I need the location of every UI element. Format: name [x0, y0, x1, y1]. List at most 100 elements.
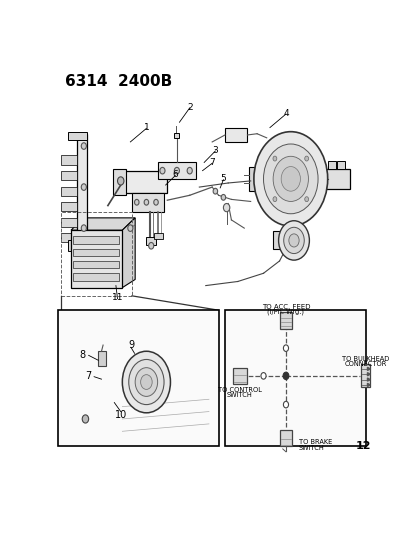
Bar: [122, 171, 167, 193]
Circle shape: [81, 225, 86, 231]
Circle shape: [272, 197, 276, 201]
Circle shape: [283, 401, 288, 408]
Bar: [280, 312, 291, 329]
Circle shape: [153, 199, 158, 205]
Circle shape: [263, 144, 317, 214]
Text: 2: 2: [186, 102, 192, 111]
Text: 1: 1: [143, 123, 149, 132]
Text: 9: 9: [128, 340, 134, 350]
Circle shape: [304, 197, 308, 201]
Circle shape: [278, 221, 309, 260]
Text: 5: 5: [220, 174, 226, 183]
Circle shape: [148, 243, 153, 249]
Text: TO BRAKE: TO BRAKE: [298, 439, 331, 446]
Bar: [77, 134, 87, 248]
Text: 8: 8: [79, 350, 85, 360]
Circle shape: [128, 225, 133, 231]
Bar: [157, 163, 196, 179]
Bar: [280, 430, 291, 447]
Circle shape: [187, 167, 192, 174]
Text: TO ACC. FEED: TO ACC. FEED: [261, 304, 309, 310]
Text: 6314  2400B: 6314 2400B: [64, 74, 171, 89]
Bar: [72, 273, 119, 281]
Bar: [233, 368, 246, 384]
Text: 6: 6: [172, 170, 178, 179]
Text: TO CONTROL: TO CONTROL: [217, 387, 261, 393]
Bar: [273, 231, 284, 248]
Bar: [146, 237, 156, 245]
Text: 7: 7: [85, 371, 92, 381]
Bar: [61, 171, 77, 180]
Circle shape: [81, 184, 86, 190]
Polygon shape: [367, 373, 369, 376]
Circle shape: [81, 143, 86, 149]
Circle shape: [140, 375, 152, 390]
Bar: [61, 212, 132, 296]
Text: SWITCH: SWITCH: [226, 392, 252, 398]
Circle shape: [223, 204, 229, 212]
Bar: [72, 261, 119, 268]
Text: 4: 4: [282, 109, 288, 118]
Bar: [72, 236, 119, 244]
Polygon shape: [71, 218, 135, 230]
Text: 3: 3: [212, 146, 218, 155]
Text: 7: 7: [209, 158, 214, 167]
Circle shape: [128, 359, 164, 405]
Circle shape: [273, 156, 308, 201]
Circle shape: [144, 199, 148, 205]
Polygon shape: [119, 392, 212, 438]
Circle shape: [135, 368, 157, 397]
Circle shape: [82, 415, 88, 423]
Circle shape: [283, 345, 288, 351]
Polygon shape: [367, 383, 369, 386]
Text: SWITCH: SWITCH: [298, 445, 324, 451]
Bar: [61, 156, 77, 165]
Bar: [72, 248, 119, 256]
Polygon shape: [367, 367, 369, 370]
Bar: [225, 310, 366, 446]
Bar: [68, 240, 87, 251]
Polygon shape: [367, 378, 369, 381]
Circle shape: [221, 195, 225, 200]
Bar: [154, 233, 163, 239]
Circle shape: [117, 177, 123, 185]
Text: 10: 10: [114, 410, 126, 420]
Circle shape: [174, 167, 179, 174]
Circle shape: [260, 373, 266, 379]
Bar: [327, 161, 335, 168]
Bar: [112, 168, 125, 195]
Circle shape: [280, 166, 300, 191]
Bar: [174, 133, 179, 138]
Bar: [68, 132, 87, 140]
Bar: [98, 351, 106, 366]
Bar: [61, 202, 77, 211]
Bar: [58, 310, 218, 446]
Bar: [249, 166, 256, 191]
Bar: [225, 127, 247, 142]
Circle shape: [283, 227, 304, 254]
PathPatch shape: [92, 372, 111, 394]
Bar: [61, 233, 77, 243]
Text: 12: 12: [355, 441, 370, 450]
Polygon shape: [122, 218, 135, 288]
Circle shape: [282, 372, 288, 379]
Circle shape: [272, 156, 276, 161]
Text: TO BULKHEAD: TO BULKHEAD: [342, 357, 389, 362]
Circle shape: [288, 234, 299, 247]
Bar: [361, 365, 370, 387]
Circle shape: [213, 188, 217, 194]
Text: CONNECTOR: CONNECTOR: [344, 361, 386, 367]
Text: 11: 11: [112, 293, 123, 302]
Bar: [61, 218, 77, 227]
Circle shape: [304, 156, 308, 161]
Bar: [132, 193, 164, 212]
Bar: [71, 230, 122, 288]
Bar: [325, 168, 349, 189]
Text: (I/Pn. Wrg.): (I/Pn. Wrg.): [267, 309, 304, 315]
Circle shape: [122, 351, 170, 413]
Circle shape: [134, 199, 139, 205]
Bar: [336, 161, 344, 168]
Bar: [61, 187, 77, 196]
Circle shape: [159, 167, 165, 174]
Circle shape: [253, 132, 327, 226]
